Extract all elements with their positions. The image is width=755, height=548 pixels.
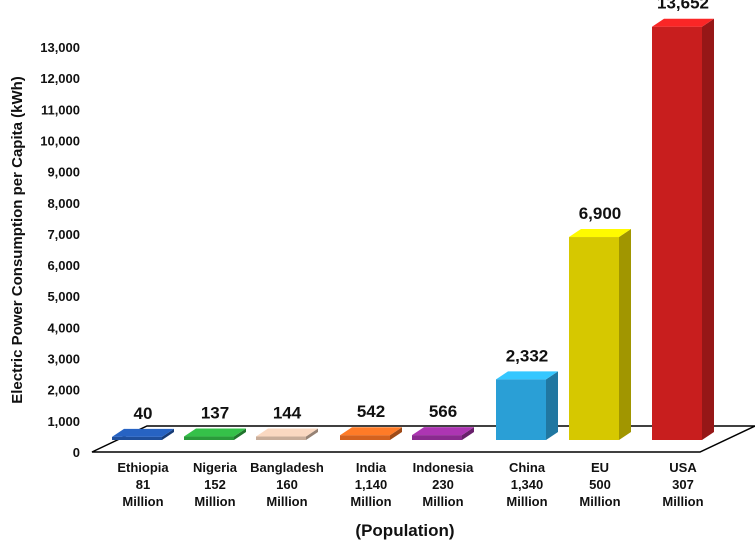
bar-side (702, 18, 714, 441)
x-category-label: USA (669, 460, 697, 475)
bar-side (234, 428, 246, 440)
x-category-label: Million (506, 494, 547, 509)
x-category-label: Bangladesh (250, 460, 324, 475)
y-axis-title: Electric Power Consumption per Capita (k… (9, 76, 26, 404)
bar-front (256, 436, 306, 440)
bar-side (306, 428, 318, 440)
bar-india (340, 427, 402, 440)
y-tick-label: 4,000 (47, 320, 80, 335)
y-tick-label: 13,000 (40, 40, 80, 55)
y-tick-label: 6,000 (47, 258, 80, 273)
bar-top (496, 371, 558, 380)
x-category-label: Million (194, 494, 235, 509)
y-tick-label: 10,000 (40, 133, 80, 148)
x-category-label: 230 (432, 477, 454, 492)
bar-top (340, 427, 402, 436)
x-category-label: Million (266, 494, 307, 509)
bar-bangladesh (256, 428, 318, 440)
x-category-label: Million (662, 494, 703, 509)
bar-top (184, 428, 246, 437)
x-category-label: 307 (672, 477, 694, 492)
bar-usa (652, 18, 714, 441)
x-category-label: Million (579, 494, 620, 509)
x-category-label: Million (122, 494, 163, 509)
bar-nigeria (184, 428, 246, 440)
bar-ethiopia (112, 428, 174, 440)
bar-eu (569, 229, 631, 440)
bar-indonesia (412, 427, 474, 440)
x-category-label: Million (422, 494, 463, 509)
x-category-label: Nigeria (193, 460, 238, 475)
bar-front (412, 435, 462, 440)
data-label: 566 (429, 402, 457, 421)
bar-front (184, 436, 234, 440)
bar-top (256, 428, 318, 437)
x-category-label: China (509, 460, 546, 475)
bar-front (569, 237, 619, 440)
y-tick-label: 12,000 (40, 71, 80, 86)
bar-side (546, 371, 558, 440)
bar-top (112, 428, 174, 437)
data-labels: 40 137 144 542 566 2,332 6,900 13,652 (134, 0, 709, 423)
data-label: 13,652 (657, 0, 709, 13)
x-axis-title: (Population) (355, 521, 454, 540)
data-label: 2,332 (506, 346, 549, 365)
data-label: 6,900 (579, 204, 622, 223)
y-tick-label: 9,000 (47, 165, 80, 180)
x-axis-labels: Ethiopia 81 Million Nigeria 152 Million Bangla… (117, 460, 703, 509)
bar-top (652, 18, 714, 27)
bar-side (619, 229, 631, 440)
data-label: 542 (357, 402, 385, 421)
bar-front (112, 436, 162, 440)
bar-side (162, 428, 174, 440)
x-category-label: Indonesia (413, 460, 474, 475)
data-label: 40 (134, 404, 153, 423)
x-category-label: EU (591, 460, 609, 475)
x-category-label: 160 (276, 477, 298, 492)
x-category-label: 1,140 (355, 477, 388, 492)
x-category-label: 1,340 (511, 477, 544, 492)
bar-side (390, 427, 402, 440)
bar-top (569, 229, 631, 238)
y-tick-label: 8,000 (47, 196, 80, 211)
y-tick-label: 3,000 (47, 352, 80, 367)
x-category-label: Ethiopia (117, 460, 169, 475)
y-tick-label: 7,000 (47, 227, 80, 242)
y-axis-ticks: 0 1,000 2,000 3,000 4,000 5,000 6,000 7,000 8,00… (40, 40, 80, 460)
y-tick-label: 1,000 (47, 414, 80, 429)
data-label: 137 (201, 404, 229, 423)
bar-top (412, 427, 474, 436)
y-tick-label: 2,000 (47, 383, 80, 398)
bar-front (340, 435, 390, 440)
x-category-label: Million (350, 494, 391, 509)
x-category-label: 81 (136, 477, 150, 492)
bar-china (496, 371, 558, 440)
y-tick-label: 0 (73, 445, 80, 460)
x-category-label: 500 (589, 477, 611, 492)
bar-front (652, 26, 702, 441)
bar-front (496, 379, 546, 440)
data-label: 144 (273, 404, 302, 423)
x-category-label: 152 (204, 477, 226, 492)
y-tick-label: 5,000 (47, 289, 80, 304)
bars (112, 18, 714, 441)
bar-side (462, 427, 474, 440)
x-category-label: India (356, 460, 387, 475)
y-tick-label: 11,000 (41, 102, 80, 117)
